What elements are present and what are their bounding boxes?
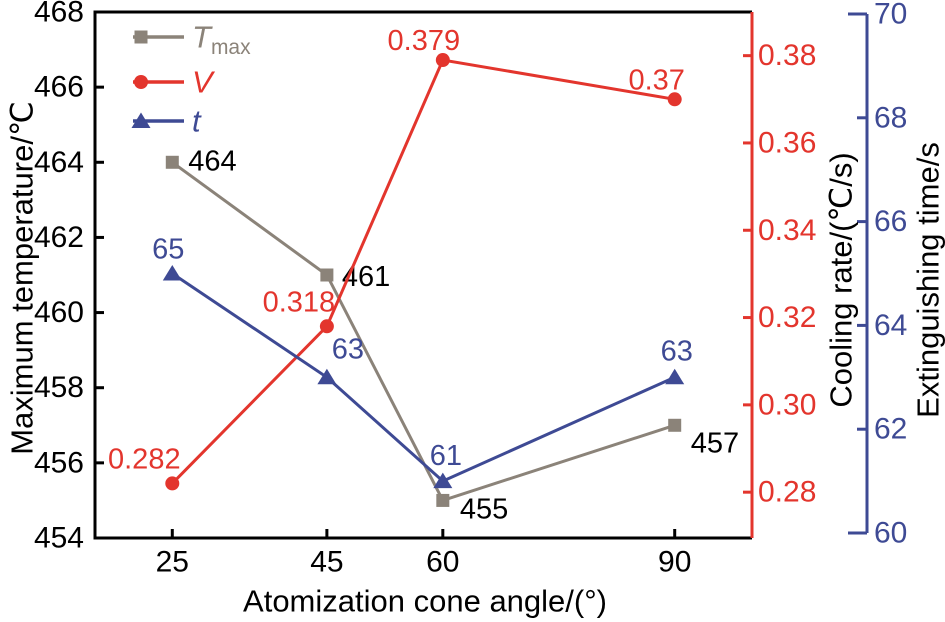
time-tick-label: 68 bbox=[874, 101, 907, 134]
x-tick-label: 45 bbox=[310, 546, 343, 579]
x-tick-label: 25 bbox=[156, 546, 189, 579]
left-tick-label: 460 bbox=[34, 296, 84, 329]
t-max-point-label: 464 bbox=[188, 145, 236, 177]
v-point bbox=[319, 319, 334, 334]
t-max-point-label: 457 bbox=[691, 427, 739, 459]
t-max-point bbox=[320, 268, 334, 282]
v-point bbox=[667, 92, 682, 107]
v-point bbox=[435, 53, 450, 68]
legend: Tmax Vt bbox=[131, 20, 251, 139]
t-max-point bbox=[668, 418, 682, 432]
t-point-label: 63 bbox=[332, 333, 364, 365]
cooling-axis-title: Cooling rate/(℃/s) bbox=[824, 152, 859, 407]
time-tick-label: 70 bbox=[874, 0, 907, 31]
t-legend-marker bbox=[131, 112, 151, 128]
t-legend-label: t bbox=[192, 104, 202, 139]
left-tick-label: 454 bbox=[34, 522, 84, 555]
left-axis-title: Maximum temperature/℃ bbox=[5, 101, 40, 455]
v-legend-label: V bbox=[192, 65, 216, 100]
cooling-tick-label: 0.28 bbox=[758, 476, 816, 509]
cooling-tick-label: 0.34 bbox=[758, 214, 816, 247]
t-max-point bbox=[165, 155, 179, 169]
v-line bbox=[171, 58, 675, 485]
t-point bbox=[665, 368, 685, 385]
cooling-tick-label: 0.36 bbox=[758, 126, 816, 159]
cooling-tick-label: 0.32 bbox=[758, 301, 816, 334]
v-point-label: 0.379 bbox=[388, 25, 461, 57]
t-point-label: 61 bbox=[430, 440, 462, 472]
axis-ticks: 454 456 458 460 462 464 466 468 25 45 60 90 0.28 0.30… bbox=[34, 0, 907, 579]
v-point-label: 0.318 bbox=[263, 286, 336, 318]
t-point bbox=[433, 472, 453, 489]
t-max-legend-label: Tmax bbox=[192, 20, 251, 59]
left-tick-label: 466 bbox=[34, 71, 84, 104]
t-max-point-label: 455 bbox=[460, 493, 508, 525]
time-tick-label: 64 bbox=[874, 309, 907, 342]
t-point-label: 63 bbox=[661, 335, 693, 367]
left-tick-label: 464 bbox=[34, 146, 84, 179]
left-tick-label: 468 bbox=[34, 0, 84, 29]
t-max-line bbox=[171, 161, 676, 503]
left-tick-label: 458 bbox=[34, 371, 84, 404]
left-tick-label: 462 bbox=[34, 221, 84, 254]
v-point bbox=[165, 476, 180, 491]
plot-border bbox=[93, 10, 752, 540]
x-tick-label: 90 bbox=[658, 546, 691, 579]
t-point bbox=[162, 265, 182, 281]
t-point-label: 65 bbox=[152, 234, 184, 266]
t-line bbox=[171, 272, 676, 483]
t-max-point bbox=[436, 493, 450, 507]
plot-frame bbox=[93, 10, 869, 540]
x-axis-title: Atomization cone angle/(°) bbox=[243, 584, 607, 619]
v-legend-marker bbox=[134, 75, 148, 89]
t-max-legend-marker bbox=[134, 30, 148, 44]
cooling-tick-label: 0.38 bbox=[758, 39, 816, 72]
time-axis-title: Extinguishing time/s bbox=[911, 142, 945, 418]
v-point-label: 0.37 bbox=[628, 64, 684, 96]
time-tick-label: 62 bbox=[874, 413, 907, 446]
time-tick-label: 60 bbox=[874, 517, 907, 550]
t-point bbox=[317, 368, 337, 385]
v-point-label: 0.282 bbox=[108, 443, 181, 475]
cooling-tick-label: 0.30 bbox=[758, 388, 816, 421]
left-tick-label: 456 bbox=[34, 446, 84, 479]
time-tick-label: 66 bbox=[874, 205, 907, 238]
x-tick-label: 60 bbox=[426, 546, 459, 579]
